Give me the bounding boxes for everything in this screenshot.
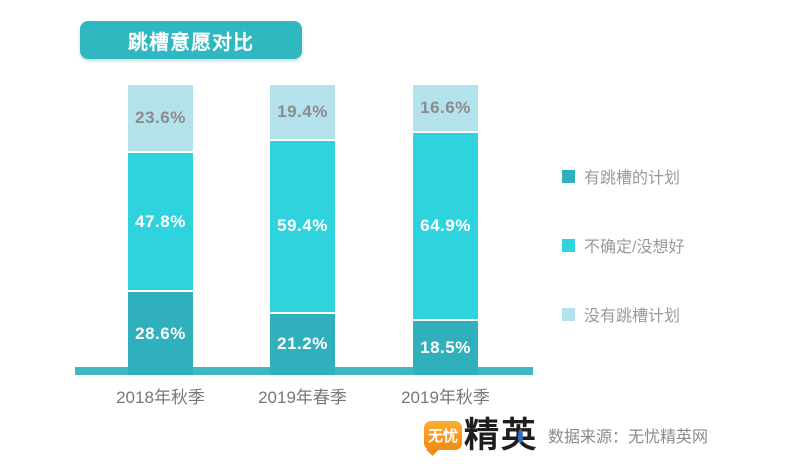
- bar-segment: 21.2%: [270, 313, 335, 375]
- bar-segment: 23.6%: [128, 85, 193, 154]
- chart-legend: 有跳槽的计划 不确定/没想好 没有跳槽计划: [562, 164, 684, 326]
- x-axis-category-label: 2019年春季: [258, 388, 347, 407]
- bar-segment: 28.6%: [128, 292, 193, 375]
- wuyou-jingying-logo: 无忧 精英: [424, 412, 544, 460]
- segment-value-label: 23.6%: [135, 108, 186, 128]
- stacked-bar: 23.6% 47.8% 28.6%: [128, 85, 193, 375]
- x-axis-category-label: 2018年秋季: [116, 388, 205, 407]
- legend-label: 有跳槽的计划: [584, 170, 681, 187]
- bar-segment: 16.6%: [413, 85, 478, 134]
- logo-orange-badge: 无忧: [424, 421, 462, 450]
- segment-value-label: 19.4%: [277, 102, 328, 122]
- x-axis-category-label: 2019年秋季: [401, 388, 490, 407]
- segment-value-label: 21.2%: [277, 334, 328, 354]
- legend-label: 没有跳槽计划: [584, 308, 681, 325]
- segment-value-label: 59.4%: [277, 216, 328, 236]
- legend-swatch-icon: [562, 169, 575, 183]
- legend-item: 有跳槽的计划: [562, 164, 684, 188]
- stacked-bar: 16.6% 64.9% 18.5%: [413, 85, 478, 375]
- logo-name-text: 精英: [464, 416, 539, 455]
- chart-title: 跳槽意愿对比: [128, 31, 254, 54]
- bar-segment: 19.4%: [270, 85, 335, 142]
- legend-swatch-icon: [562, 238, 575, 252]
- legend-swatch-icon: [562, 307, 575, 321]
- stacked-bar: 19.4% 59.4% 21.2%: [270, 85, 335, 375]
- bar-segment: 18.5%: [413, 321, 478, 375]
- legend-label: 不确定/没想好: [584, 239, 685, 256]
- segment-value-label: 28.6%: [135, 323, 186, 343]
- logo-badge-text: 无忧: [427, 428, 458, 445]
- segment-value-label: 47.8%: [135, 211, 186, 231]
- legend-item: 没有跳槽计划: [562, 302, 684, 326]
- segment-value-label: 16.6%: [420, 98, 471, 118]
- chart-title-badge: 跳槽意愿对比: [80, 21, 302, 59]
- bar-segment: 59.4%: [270, 141, 335, 314]
- bar-segment: 64.9%: [413, 133, 478, 322]
- footer: 无忧 精英 数据来源：无忧精英网: [0, 408, 796, 468]
- bar-segment: 47.8%: [128, 153, 193, 293]
- data-source-text: 数据来源：无忧精英网: [548, 429, 709, 446]
- peacock-icon: [518, 429, 523, 443]
- segment-value-label: 18.5%: [420, 338, 471, 358]
- legend-item: 不确定/没想好: [562, 233, 684, 257]
- segment-value-label: 64.9%: [420, 216, 471, 236]
